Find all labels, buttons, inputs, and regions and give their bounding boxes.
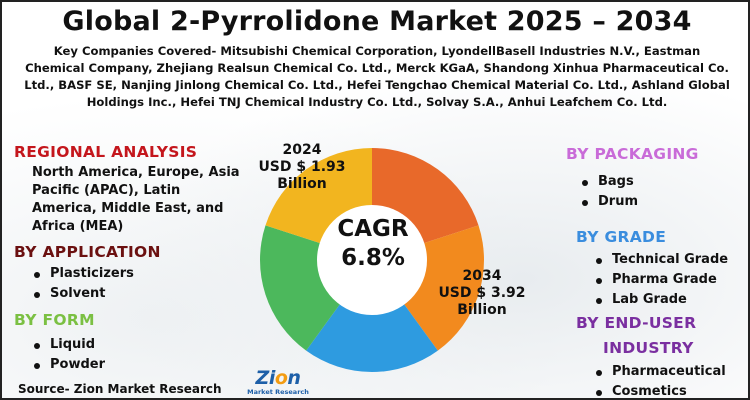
market-2034-unit: Billion xyxy=(457,302,507,318)
donut-center-hole xyxy=(317,205,427,315)
cagr-value: 6.8% xyxy=(341,245,405,271)
list-item: Liquid xyxy=(32,335,105,355)
list-item: Drum xyxy=(580,192,638,212)
logo-subtitle: Market Research xyxy=(247,388,309,396)
cagr-label: CAGR xyxy=(337,216,409,242)
list-item: Bags xyxy=(580,172,638,192)
application-list: Plasticizers Solvent xyxy=(32,264,134,304)
key-companies-text: Key Companies Covered- Mitsubishi Chemic… xyxy=(24,44,730,109)
by-application-heading: BY APPLICATION xyxy=(14,243,161,261)
market-2024-label: 2024 USD $ 1.93 Billion xyxy=(257,142,347,193)
end-user-list: Pharmaceutical Cosmetics xyxy=(594,362,726,398)
market-donut-chart xyxy=(260,148,484,372)
source-text: Source- Zion Market Research xyxy=(18,382,222,396)
page-title: Global 2-Pyrrolidone Market 2025 – 2034 xyxy=(62,6,692,37)
market-2034-year: 2034 xyxy=(462,268,502,284)
packaging-list: Bags Drum xyxy=(580,172,638,212)
list-item: Cosmetics xyxy=(594,382,726,398)
list-item: Plasticizers xyxy=(32,264,134,284)
by-packaging-heading: BY PACKAGING xyxy=(566,145,699,163)
logo-wordmark: Zion xyxy=(255,367,301,389)
list-item: Pharmaceutical xyxy=(594,362,726,382)
market-2024-value: USD $ 1.93 xyxy=(258,159,346,175)
list-item: Technical Grade xyxy=(594,250,728,270)
by-form-heading: BY FORM xyxy=(14,311,95,329)
zion-logo: Zion Market Research xyxy=(246,367,310,398)
grade-list: Technical Grade Pharma Grade Lab Grade xyxy=(594,250,728,310)
donut-segment-3 xyxy=(306,260,438,372)
form-list: Liquid Powder xyxy=(32,335,105,375)
market-2024-year: 2024 xyxy=(282,142,322,158)
list-item: Powder xyxy=(32,355,105,375)
market-2024-unit: Billion xyxy=(277,176,327,192)
market-2034-label: 2034 USD $ 3.92 Billion xyxy=(430,268,534,319)
list-item: Solvent xyxy=(32,284,134,304)
list-item: Lab Grade xyxy=(594,290,728,310)
regional-analysis-text: North America, Europe, Asia Pacific (APA… xyxy=(32,165,240,234)
by-end-user-heading-line2: INDUSTRY xyxy=(603,339,694,357)
by-end-user-heading: BY END-USER xyxy=(576,314,697,332)
market-2034-value: USD $ 3.92 xyxy=(438,285,526,301)
cagr-block: CAGR 6.8% xyxy=(324,216,422,273)
list-item: Pharma Grade xyxy=(594,270,728,290)
regional-analysis-heading: REGIONAL ANALYSIS xyxy=(14,143,198,161)
by-grade-heading: BY GRADE xyxy=(576,228,667,246)
